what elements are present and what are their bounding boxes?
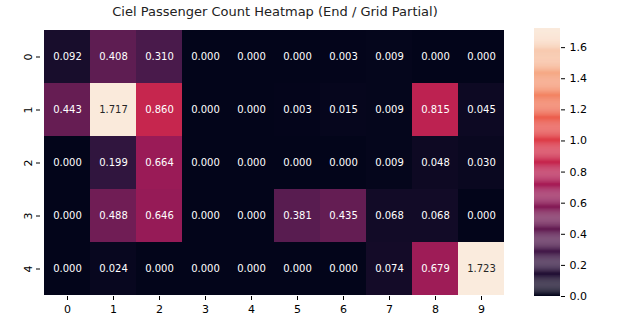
- svg-text:0.443: 0.443: [53, 104, 82, 115]
- svg-text:0.048: 0.048: [421, 157, 450, 168]
- svg-text:0.000: 0.000: [191, 263, 220, 274]
- svg-text:0.000: 0.000: [329, 263, 358, 274]
- svg-text:0.000: 0.000: [191, 104, 220, 115]
- svg-text:0.664: 0.664: [145, 157, 174, 168]
- svg-text:0.815: 0.815: [421, 104, 450, 115]
- svg-text:0.8: 0.8: [570, 166, 588, 179]
- svg-text:9: 9: [478, 303, 485, 316]
- svg-text:4: 4: [22, 266, 35, 273]
- svg-text:0.000: 0.000: [237, 51, 266, 62]
- svg-text:0.092: 0.092: [53, 51, 82, 62]
- svg-text:4: 4: [248, 303, 255, 316]
- svg-text:0.000: 0.000: [467, 51, 496, 62]
- svg-text:0.408: 0.408: [99, 51, 128, 62]
- svg-text:0.000: 0.000: [283, 51, 312, 62]
- svg-text:0.000: 0.000: [237, 104, 266, 115]
- svg-text:0.435: 0.435: [329, 210, 358, 221]
- svg-text:0.000: 0.000: [467, 210, 496, 221]
- svg-text:1.0: 1.0: [570, 134, 588, 147]
- svg-text:6: 6: [340, 303, 347, 316]
- svg-text:3: 3: [202, 303, 209, 316]
- svg-text:2: 2: [22, 160, 35, 167]
- svg-text:3: 3: [22, 213, 35, 220]
- svg-text:0.000: 0.000: [191, 51, 220, 62]
- svg-text:0.381: 0.381: [283, 210, 312, 221]
- svg-text:0.000: 0.000: [237, 263, 266, 274]
- svg-text:0.860: 0.860: [145, 104, 174, 115]
- svg-text:0.4: 0.4: [570, 228, 588, 241]
- svg-text:0.068: 0.068: [421, 210, 450, 221]
- svg-text:0.000: 0.000: [421, 51, 450, 62]
- svg-text:1.723: 1.723: [467, 263, 496, 274]
- svg-text:0.045: 0.045: [467, 104, 496, 115]
- svg-text:0.646: 0.646: [145, 210, 174, 221]
- svg-text:0.003: 0.003: [283, 104, 312, 115]
- svg-text:0.000: 0.000: [191, 157, 220, 168]
- svg-text:1.2: 1.2: [570, 103, 588, 116]
- svg-text:1: 1: [110, 303, 117, 316]
- svg-text:0.015: 0.015: [329, 104, 358, 115]
- svg-text:0.003: 0.003: [329, 51, 358, 62]
- html-text:Ciel Passenger Count Heatmap (: Ciel Passenger Count Heatmap (End / Grid…: [112, 4, 438, 19]
- svg-text:8: 8: [432, 303, 439, 316]
- svg-text:0.030: 0.030: [467, 157, 496, 168]
- svg-text:0.679: 0.679: [421, 263, 450, 274]
- svg-text:0: 0: [22, 54, 35, 61]
- svg-text:0.000: 0.000: [283, 263, 312, 274]
- svg-text:0.009: 0.009: [375, 104, 404, 115]
- svg-text:0: 0: [64, 303, 71, 316]
- svg-text:0.199: 0.199: [99, 157, 128, 168]
- svg-text:0.000: 0.000: [237, 157, 266, 168]
- svg-text:1.717: 1.717: [99, 104, 128, 115]
- svg-text:0.024: 0.024: [99, 263, 128, 274]
- svg-text:0.000: 0.000: [237, 210, 266, 221]
- svg-text:0.6: 0.6: [570, 197, 588, 210]
- svg-text:0.000: 0.000: [283, 157, 312, 168]
- svg-text:0.2: 0.2: [570, 259, 588, 272]
- svg-text:0.000: 0.000: [53, 210, 82, 221]
- svg-text:1.6: 1.6: [570, 41, 588, 54]
- svg-text:0.488: 0.488: [99, 210, 128, 221]
- svg-text:0.068: 0.068: [375, 210, 404, 221]
- svg-text:0.000: 0.000: [53, 157, 82, 168]
- svg-text:0.000: 0.000: [145, 263, 174, 274]
- svg-text:0.000: 0.000: [53, 263, 82, 274]
- svg-text:1: 1: [22, 107, 35, 114]
- svg-text:7: 7: [386, 303, 393, 316]
- svg-text:0.009: 0.009: [375, 51, 404, 62]
- svg-text:0.074: 0.074: [375, 263, 404, 274]
- svg-text:0.310: 0.310: [145, 51, 174, 62]
- svg-text:2: 2: [156, 303, 163, 316]
- svg-text:5: 5: [294, 303, 301, 316]
- svg-text:1.4: 1.4: [570, 72, 588, 85]
- svg-text:0.0: 0.0: [570, 290, 588, 303]
- svg-text:0.000: 0.000: [191, 210, 220, 221]
- svg-text:0.000: 0.000: [329, 157, 358, 168]
- svg-text:0.009: 0.009: [375, 157, 404, 168]
